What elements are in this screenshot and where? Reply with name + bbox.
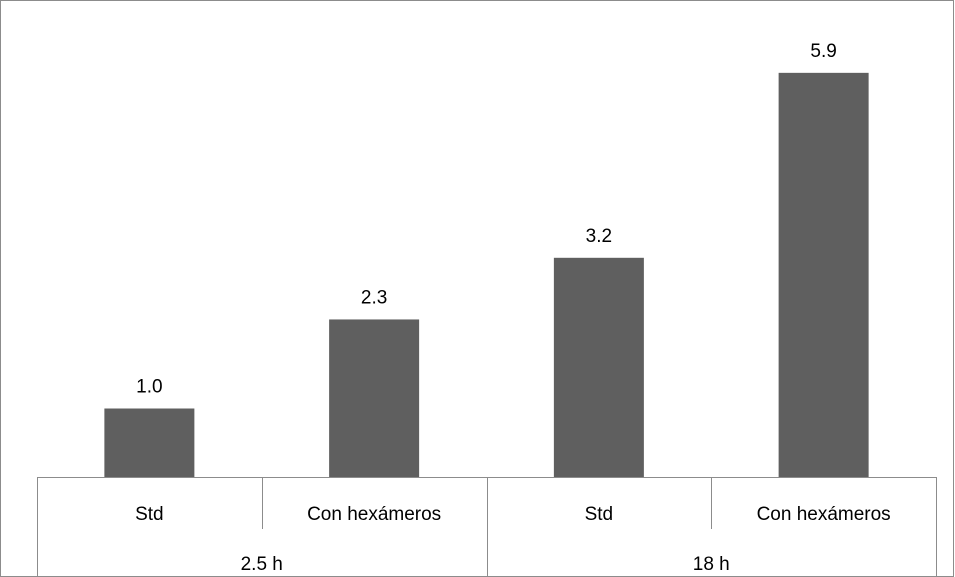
- value-label-3: 3.2: [586, 226, 612, 247]
- category-axis: Std Con hexámeros Std Con hexámeros 2.5 h 18 …: [37, 477, 937, 577]
- category-label-3: Std: [585, 504, 614, 525]
- bars-layer: [104, 72, 869, 477]
- value-label-2: 2.3: [361, 287, 387, 308]
- value-label-1: 1.0: [136, 377, 162, 398]
- group-label-1: 2.5 h: [241, 554, 283, 575]
- bar-3: [553, 257, 644, 477]
- bar-1: [104, 408, 195, 477]
- bar-2: [329, 319, 420, 477]
- value-labels-layer: 1.0 2.3 3.2 5.9: [136, 41, 837, 398]
- bar-4: [778, 72, 869, 477]
- group-label-2: 18 h: [693, 554, 730, 575]
- value-label-4: 5.9: [810, 41, 836, 62]
- category-label-2: Con hexámeros: [307, 504, 441, 525]
- category-label-4: Con hexámeros: [757, 504, 891, 525]
- category-label-1: Std: [135, 504, 164, 525]
